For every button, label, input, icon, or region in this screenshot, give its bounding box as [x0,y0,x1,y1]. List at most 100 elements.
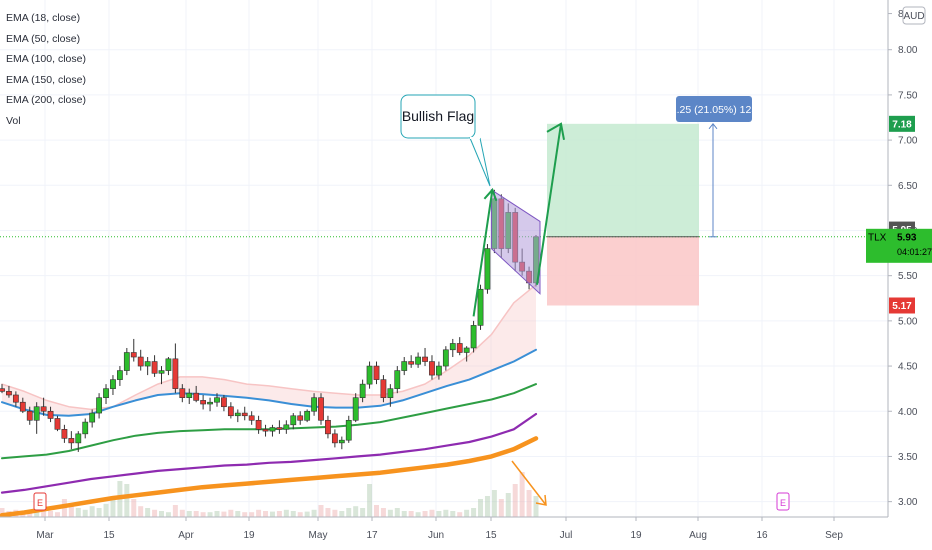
flag-channel[interactable] [490,188,541,295]
volume-bar [297,512,303,517]
candle-body-up [359,383,366,398]
candle-body-up [207,401,213,405]
target-zone[interactable] [547,123,699,237]
candle-body-down [151,361,158,374]
volume-bar [96,508,102,517]
volume-bar [138,506,144,517]
candle [33,402,40,434]
legend-ema-150[interactable]: EMA (150, close) [6,73,86,86]
drawings[interactable]: 1.25 (21.05%) 125 Bullish Flag E E [33,94,790,511]
event-marker[interactable]: E [33,492,47,511]
candle [19,397,26,414]
currency-badge[interactable]: AUD [902,6,926,25]
volume-bar [505,493,511,517]
target-price-tag: 7.18 [889,115,915,132]
candle-body-down [262,429,269,432]
legend-ema-18[interactable]: EMA (18, close) [6,12,81,24]
projection-arrow[interactable] [536,123,562,285]
volume-bar [228,509,234,517]
candle-body-up [394,370,401,389]
volume-bar [318,505,324,517]
volume-bar [512,484,518,517]
y-tick-label: 7.00 [898,136,918,147]
axes: 3.003.504.004.505.005.506.006.507.007.50… [0,0,926,541]
candle [311,393,317,416]
x-tick-label: 17 [366,530,378,541]
candle [297,411,304,425]
measure-label[interactable]: 1.25 (21.05%) 125 [671,96,758,122]
candle [456,337,463,356]
candle-body-up [82,421,89,435]
candle [338,436,345,450]
volume-bar [533,496,539,517]
candle-body-down [408,361,415,365]
legend-volume[interactable]: Vol [6,114,21,127]
long-position-tool[interactable] [0,123,888,306]
candle [144,357,151,376]
candle-body-up [116,370,123,380]
candle [262,424,269,437]
volume-bar [360,508,366,517]
candle [241,406,248,421]
candle-body-down [248,415,255,421]
candle-body-down [61,429,68,439]
event-marker[interactable]: E [776,492,790,511]
candle [123,347,130,376]
candle-body-down [47,410,54,419]
candle [179,384,186,403]
bullish-flag-callout[interactable]: Bullish Flag [400,94,491,187]
candle [221,394,227,412]
x-tick-label: May [309,530,328,541]
callout-text: Bullish Flag [402,108,474,124]
volume-bar [207,512,213,517]
current-price-box [866,228,932,263]
x-tick-label: Sep [825,530,843,541]
candle [214,393,220,407]
volume-bar [415,512,421,517]
legend-ema-50[interactable]: EMA (50, close) [6,32,81,45]
candle-body-up [484,248,491,290]
candle-body-down [241,412,248,417]
legend-ema-100[interactable]: EMA (100, close) [6,53,86,66]
legend-ema-200[interactable]: EMA (200, close) [6,94,86,107]
candle-body-up [110,379,116,389]
y-tick-label: 6.50 [898,181,918,192]
candle-body-up [103,388,109,398]
candle [366,361,373,389]
candle-body-down [26,410,33,421]
candle-body-down [276,427,283,430]
flagpole-arrow[interactable] [472,189,494,317]
candle [137,349,144,371]
candle-body-up [442,349,449,367]
stop-zone[interactable] [547,236,699,306]
candle-body-down [19,401,26,412]
volume-bar [75,508,81,517]
candle-body-up [387,388,394,398]
candle-body-down [318,397,324,421]
candle [75,431,82,452]
candle [200,394,207,410]
ema-line-18 [1,283,537,411]
candle-body-down [40,406,47,412]
callout-pointer [469,137,491,187]
candle-body-up [401,361,408,371]
current-price-tag: TLX 5.93 04:01:27 [866,228,932,263]
y-tick-label: 7.50 [898,90,918,101]
volume-bar [464,509,470,517]
volume-bar [68,505,74,517]
volume-bar [235,511,241,517]
volume-bar [82,509,88,517]
x-tick-label: 15 [485,530,497,541]
candle [373,361,380,385]
y-tick-label: 3.50 [898,452,918,463]
y-tick-label: 8.00 [898,45,918,56]
event-marker-text: E [37,498,43,508]
y-tick-label: 8 [898,9,904,20]
candle-body-up [283,424,290,430]
candle [304,409,311,423]
orange-arrow[interactable] [511,460,547,506]
candle [394,366,401,394]
grid-lines [0,0,888,517]
candle [387,384,394,407]
